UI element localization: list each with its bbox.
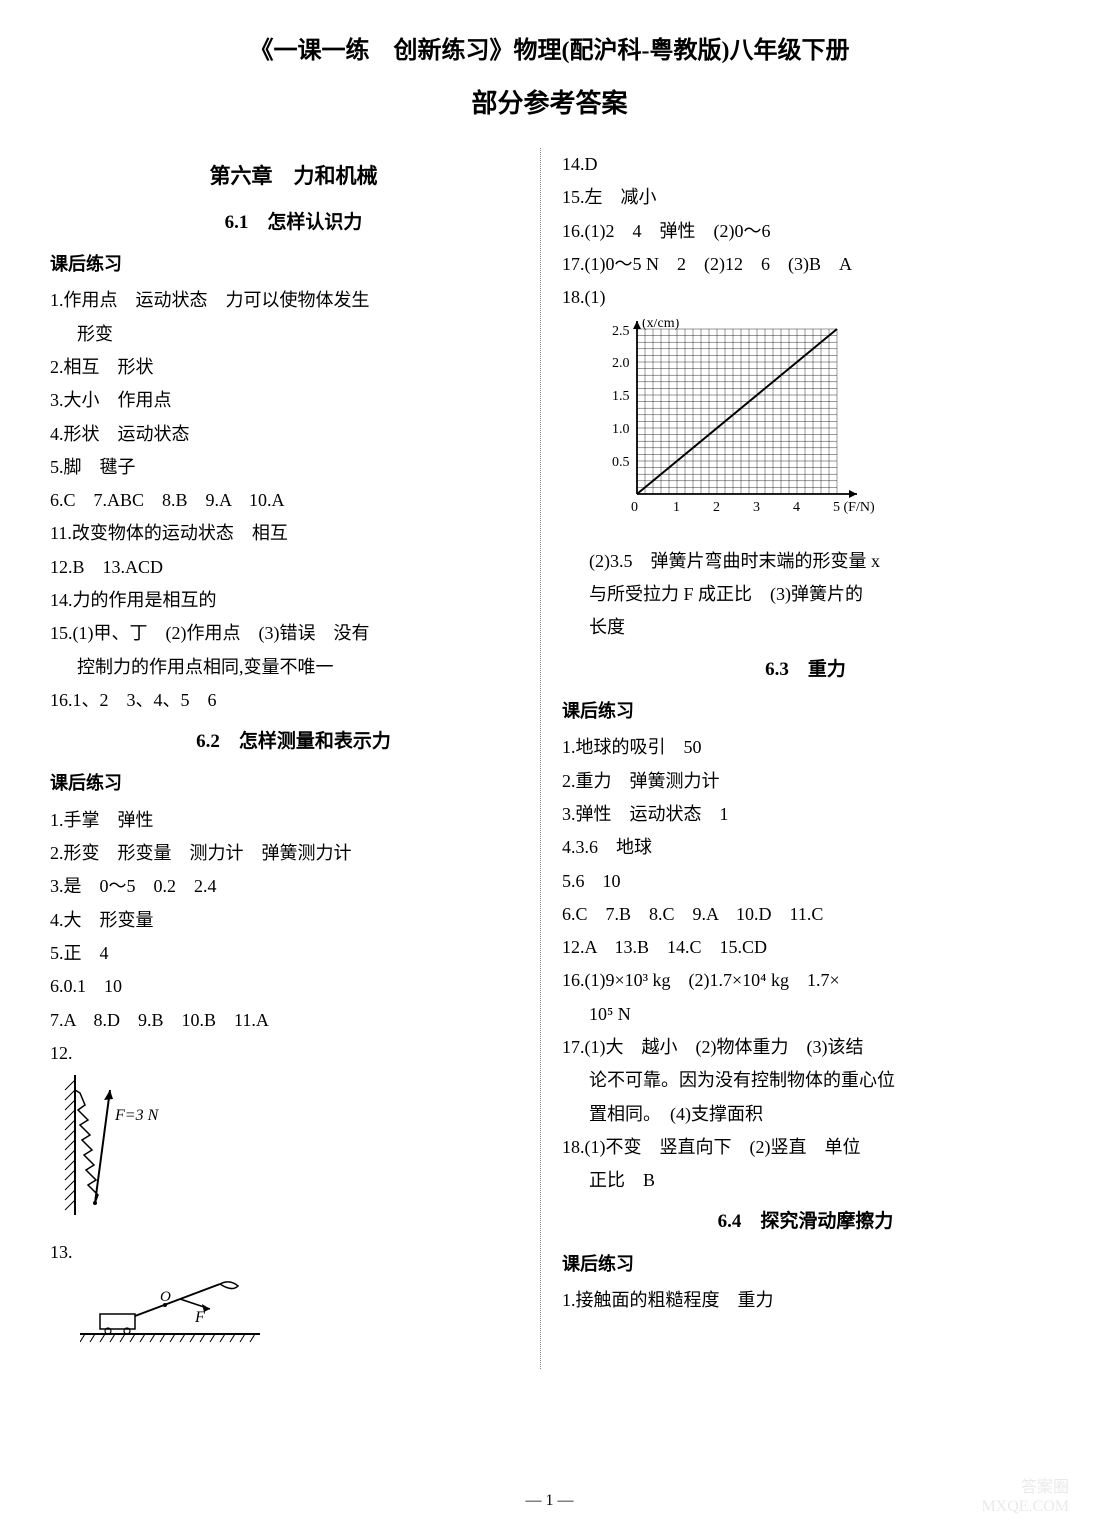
answer: 论不可靠。因为没有控制物体的重心位 — [562, 1064, 1049, 1097]
answer: 12. — [50, 1037, 537, 1070]
answer: 4.形状 运动状态 — [50, 418, 537, 451]
section-6-2-title: 6.2 怎样测量和表示力 — [50, 725, 537, 759]
watermark: 答案圈 MXQE.COM — [981, 1478, 1069, 1516]
chapter-6-title: 第六章 力和机械 — [50, 158, 537, 196]
spring-force-svg: F=3 N — [60, 1075, 180, 1215]
xF-chart-svg: 0 1 2 3 4 5 (F/N) 0.5 1.0 1.5 2.0 2.5 (x… — [582, 319, 892, 524]
svg-text:2: 2 — [713, 500, 720, 515]
answer: 16.(1)2 4 弹性 (2)0～6 — [562, 215, 1049, 248]
answer: 5.6 10 — [562, 865, 1049, 898]
answer: 6.C 7.ABC 8.B 9.A 10.A — [50, 484, 537, 517]
answer: 控制力的作用点相同,变量不唯一 — [50, 651, 537, 684]
answer: 1.作用点 运动状态 力可以使物体发生 — [50, 284, 537, 317]
figure-pulley: O F — [80, 1274, 537, 1359]
answer: 14.D — [562, 148, 1049, 181]
answer: 17.(1)0～5 N 2 (2)12 6 (3)B A — [562, 248, 1049, 281]
answer: 17.(1)大 越小 (2)物体重力 (3)该结 — [562, 1031, 1049, 1064]
answer: 15.左 减小 — [562, 181, 1049, 214]
answer: 7.A 8.D 9.B 10.B 11.A — [50, 1004, 537, 1037]
svg-text:4: 4 — [793, 500, 800, 515]
answer: 3.是 0～5 0.2 2.4 — [50, 870, 537, 903]
answer: 6.C 7.B 8.C 9.A 10.D 11.C — [562, 898, 1049, 931]
answer: 1.手掌 弹性 — [50, 804, 537, 837]
answer: 2.相互 形状 — [50, 351, 537, 384]
answer: 正比 B — [562, 1164, 1049, 1197]
answer: 15.(1)甲、丁 (2)作用点 (3)错误 没有 — [50, 617, 537, 650]
answer: 14.力的作用是相互的 — [50, 584, 537, 617]
page-number: — 1 — — [526, 1487, 574, 1516]
answer: 5.脚 毽子 — [50, 451, 537, 484]
section-6-1-title: 6.1 怎样认识力 — [50, 206, 537, 240]
section-6-4-title: 6.4 探究滑动摩擦力 — [562, 1205, 1049, 1239]
answer: 18.(1) — [562, 281, 1049, 314]
svg-text:2.5: 2.5 — [612, 324, 630, 339]
answer: 形变 — [50, 318, 537, 351]
svg-text:5 (F/N): 5 (F/N) — [833, 500, 875, 515]
answer: 长度 — [562, 611, 1049, 644]
answer: 与所受拉力 F 成正比 (3)弹簧片的 — [562, 578, 1049, 611]
svg-text:1: 1 — [673, 500, 680, 515]
answer: 1.接触面的粗糙程度 重力 — [562, 1284, 1049, 1317]
answer: 3.弹性 运动状态 1 — [562, 798, 1049, 831]
answer: 11.改变物体的运动状态 相互 — [50, 517, 537, 550]
answer: 置相同。 (4)支撑面积 — [562, 1098, 1049, 1131]
watermark-bottom: MXQE.COM — [981, 1497, 1069, 1516]
khxl-heading-3: 课后练习 — [562, 695, 1049, 727]
khxl-heading-1: 课后练习 — [50, 248, 537, 280]
svg-text:1.0: 1.0 — [612, 422, 630, 437]
answer: 1.地球的吸引 50 — [562, 731, 1049, 764]
svg-text:1.5: 1.5 — [612, 389, 630, 404]
answer: 16.1、2 3、4、5 6 — [50, 684, 537, 717]
o-label: O — [160, 1289, 171, 1305]
force-label: F=3 N — [114, 1107, 160, 1124]
two-column-layout: 第六章 力和机械 6.1 怎样认识力 课后练习 1.作用点 运动状态 力可以使物… — [50, 148, 1049, 1369]
answer: 12.B 13.ACD — [50, 551, 537, 584]
main-title: 《一课一练 创新练习》物理(配沪科-粤教版)八年级下册 — [50, 30, 1049, 73]
svg-text:0.5: 0.5 — [612, 455, 630, 470]
khxl-heading-2: 课后练习 — [50, 767, 537, 799]
answer: 4.大 形变量 — [50, 904, 537, 937]
svg-text:0: 0 — [631, 500, 638, 515]
answer: 5.正 4 — [50, 937, 537, 970]
svg-text:(x/cm): (x/cm) — [642, 319, 680, 331]
column-divider — [540, 148, 541, 1369]
f-label: F — [194, 1309, 205, 1326]
answer: 2.重力 弹簧测力计 — [562, 765, 1049, 798]
answer: 13. — [50, 1236, 537, 1269]
answer: 16.(1)9×10³ kg (2)1.7×10⁴ kg 1.7× — [562, 964, 1049, 997]
svg-text:2.0: 2.0 — [612, 356, 630, 371]
section-6-3-title: 6.3 重力 — [562, 653, 1049, 687]
right-column: 14.D 15.左 减小 16.(1)2 4 弹性 (2)0～6 17.(1)0… — [562, 148, 1049, 1369]
answer: 3.大小 作用点 — [50, 384, 537, 417]
svg-text:3: 3 — [753, 500, 760, 515]
answer: 2.形变 形变量 测力计 弹簧测力计 — [50, 837, 537, 870]
answer: 10⁵ N — [562, 998, 1049, 1031]
answer: (2)3.5 弹簧片弯曲时末端的形变量 x — [562, 545, 1049, 578]
answer: 12.A 13.B 14.C 15.CD — [562, 931, 1049, 964]
khxl-heading-4: 课后练习 — [562, 1248, 1049, 1280]
answer: 6.0.1 10 — [50, 970, 537, 1003]
figure-spring-force: F=3 N — [60, 1075, 537, 1225]
figure-xF-chart: 0 1 2 3 4 5 (F/N) 0.5 1.0 1.5 2.0 2.5 (x… — [582, 319, 1049, 534]
watermark-top: 答案圈 — [981, 1478, 1069, 1497]
sub-title: 部分参考答案 — [50, 81, 1049, 128]
pulley-svg: O F — [80, 1274, 260, 1349]
left-column: 第六章 力和机械 6.1 怎样认识力 课后练习 1.作用点 运动状态 力可以使物… — [50, 148, 537, 1369]
answer: 18.(1)不变 竖直向下 (2)竖直 单位 — [562, 1131, 1049, 1164]
answer: 4.3.6 地球 — [562, 831, 1049, 864]
